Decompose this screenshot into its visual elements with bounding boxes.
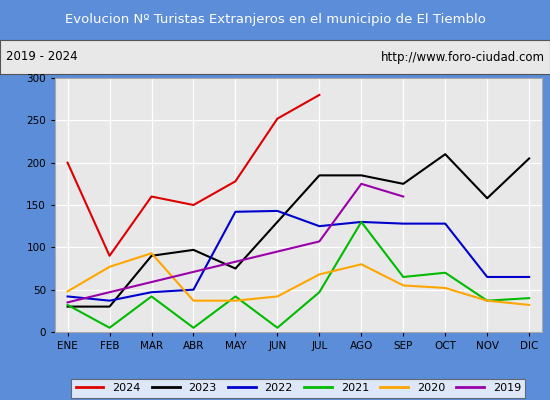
Text: http://www.foro-ciudad.com: http://www.foro-ciudad.com — [381, 50, 544, 64]
Text: Evolucion Nº Turistas Extranjeros en el municipio de El Tiemblo: Evolucion Nº Turistas Extranjeros en el … — [64, 14, 486, 26]
Text: 2019 - 2024: 2019 - 2024 — [6, 50, 77, 64]
Legend: 2024, 2023, 2022, 2021, 2020, 2019: 2024, 2023, 2022, 2021, 2020, 2019 — [72, 379, 525, 398]
